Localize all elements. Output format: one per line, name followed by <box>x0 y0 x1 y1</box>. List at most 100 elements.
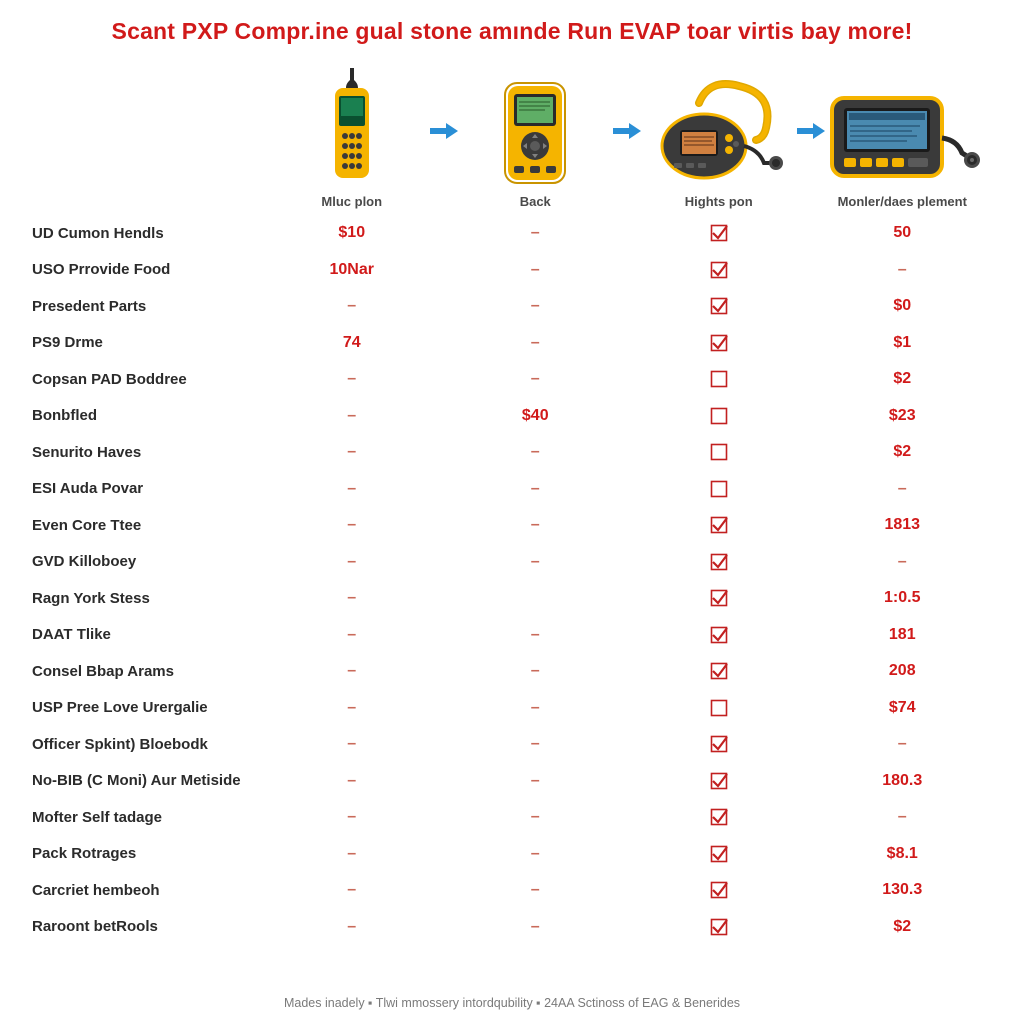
table-cell: $74 <box>811 699 995 717</box>
row-label: ESI Auda Povar <box>30 480 260 497</box>
checked-icon <box>710 845 728 863</box>
table-row: Ragn York Stess– 1:0.5 <box>30 580 994 617</box>
table-cell: 1:0.5 <box>811 589 995 607</box>
row-label: UD Cumon Hendls <box>30 225 260 242</box>
table-row: Even Core Ttee–– 1813 <box>30 507 994 544</box>
checked-icon <box>710 516 728 534</box>
row-label: Raroont betRools <box>30 918 260 935</box>
table-cell: – <box>444 224 628 242</box>
table-cell: – <box>260 845 444 863</box>
table-cell: $0 <box>811 297 995 315</box>
table-row: Copsan PAD Boddree–– $2 <box>30 361 994 398</box>
table-cell: – <box>260 881 444 899</box>
table-cell <box>627 589 811 607</box>
unchecked-icon <box>710 480 728 498</box>
table-cell <box>627 553 811 571</box>
row-label: Consel Bbap Arams <box>30 663 260 680</box>
table-cell: – <box>260 699 444 717</box>
checked-icon <box>710 918 728 936</box>
table-row: Bonbfled–$40 $23 <box>30 398 994 435</box>
table-cell <box>627 699 811 717</box>
row-label: Officer Spkint) Bloebodk <box>30 736 260 753</box>
column-header-4: Monler/daes plement <box>811 68 995 209</box>
table-cell: – <box>811 553 995 571</box>
table-cell: $10 <box>260 224 444 242</box>
table-cell <box>627 480 811 498</box>
row-label: Senurito Haves <box>30 444 260 461</box>
unchecked-icon <box>710 407 728 425</box>
row-label: Even Core Ttee <box>30 517 260 534</box>
unchecked-icon <box>710 370 728 388</box>
unchecked-icon <box>710 699 728 717</box>
table-row: UD Cumon Hendls$10– 50 <box>30 215 994 252</box>
table-cell: – <box>260 589 444 607</box>
table-cell: $40 <box>444 407 628 425</box>
table-cell: $2 <box>811 370 995 388</box>
table-cell: – <box>444 443 628 461</box>
footer-text: Mades inadely ▪ Tlwi mmossery intordqubi… <box>0 996 1024 1010</box>
device-icon-1 <box>317 68 387 188</box>
table-cell: – <box>811 735 995 753</box>
table-cell: – <box>260 297 444 315</box>
table-cell: – <box>260 662 444 680</box>
table-row: No-BIB (C Moni) Aur Metiside–– 180.3 <box>30 763 994 800</box>
table-cell: – <box>444 699 628 717</box>
column-header-row: Mluc plon <box>0 55 1024 215</box>
table-cell: – <box>260 772 444 790</box>
table-row: Presedent Parts–– $0 <box>30 288 994 325</box>
row-label: Presedent Parts <box>30 298 260 315</box>
column-label: Mluc plon <box>321 194 382 209</box>
table-row: ESI Auda Povar–– – <box>30 471 994 508</box>
table-row: Raroont betRools–– $2 <box>30 909 994 946</box>
row-label: Copsan PAD Boddree <box>30 371 260 388</box>
row-label: GVD Killoboey <box>30 553 260 570</box>
table-cell: 10Nar <box>260 261 444 279</box>
table-cell <box>627 881 811 899</box>
table-cell <box>627 297 811 315</box>
device-icon-2 <box>490 68 580 188</box>
table-cell: 50 <box>811 224 995 242</box>
column-label: Monler/daes plement <box>838 194 967 209</box>
row-label: No-BIB (C Moni) Aur Metiside <box>30 772 260 789</box>
table-cell: – <box>811 808 995 826</box>
table-row: USP Pree Love Urergalie–– $74 <box>30 690 994 727</box>
table-cell: – <box>444 334 628 352</box>
table-cell: – <box>444 772 628 790</box>
table-cell: – <box>260 553 444 571</box>
checked-icon <box>710 553 728 571</box>
checked-icon <box>710 808 728 826</box>
checked-icon <box>710 224 728 242</box>
table-row: Officer Spkint) Bloebodk–– – <box>30 726 994 763</box>
table-cell: 1813 <box>811 516 995 534</box>
table-cell: – <box>444 735 628 753</box>
table-cell: – <box>811 261 995 279</box>
row-label: Carcriet hembeoh <box>30 882 260 899</box>
table-cell <box>627 626 811 644</box>
table-row: GVD Killoboey–– – <box>30 544 994 581</box>
table-row: Pack Rotrages–– $8.1 <box>30 836 994 873</box>
table-cell: 181 <box>811 626 995 644</box>
table-row: Consel Bbap Arams–– 208 <box>30 653 994 690</box>
table-cell: – <box>260 516 444 534</box>
table-cell: $2 <box>811 918 995 936</box>
table-cell: – <box>260 735 444 753</box>
table-row: PS9 Drme74– $1 <box>30 325 994 362</box>
checked-icon <box>710 297 728 315</box>
checked-icon <box>710 772 728 790</box>
comparison-table: UD Cumon Hendls$10– 50USO Prrovide Food1… <box>0 215 1024 945</box>
checked-icon <box>710 334 728 352</box>
table-cell: – <box>260 918 444 936</box>
table-row: Carcriet hembeoh–– 130.3 <box>30 872 994 909</box>
table-cell <box>627 261 811 279</box>
table-cell: 130.3 <box>811 881 995 899</box>
table-cell: – <box>444 516 628 534</box>
column-header-3: Hights pon <box>627 68 811 209</box>
table-cell <box>627 407 811 425</box>
table-cell: $8.1 <box>811 845 995 863</box>
table-cell: – <box>444 881 628 899</box>
page-title: Scant PXP Compr.ine gual stone amınde Ru… <box>0 0 1024 55</box>
table-row: Mofter Self tadage–– – <box>30 799 994 836</box>
table-cell: – <box>260 443 444 461</box>
table-cell: – <box>811 480 995 498</box>
table-cell: – <box>444 261 628 279</box>
